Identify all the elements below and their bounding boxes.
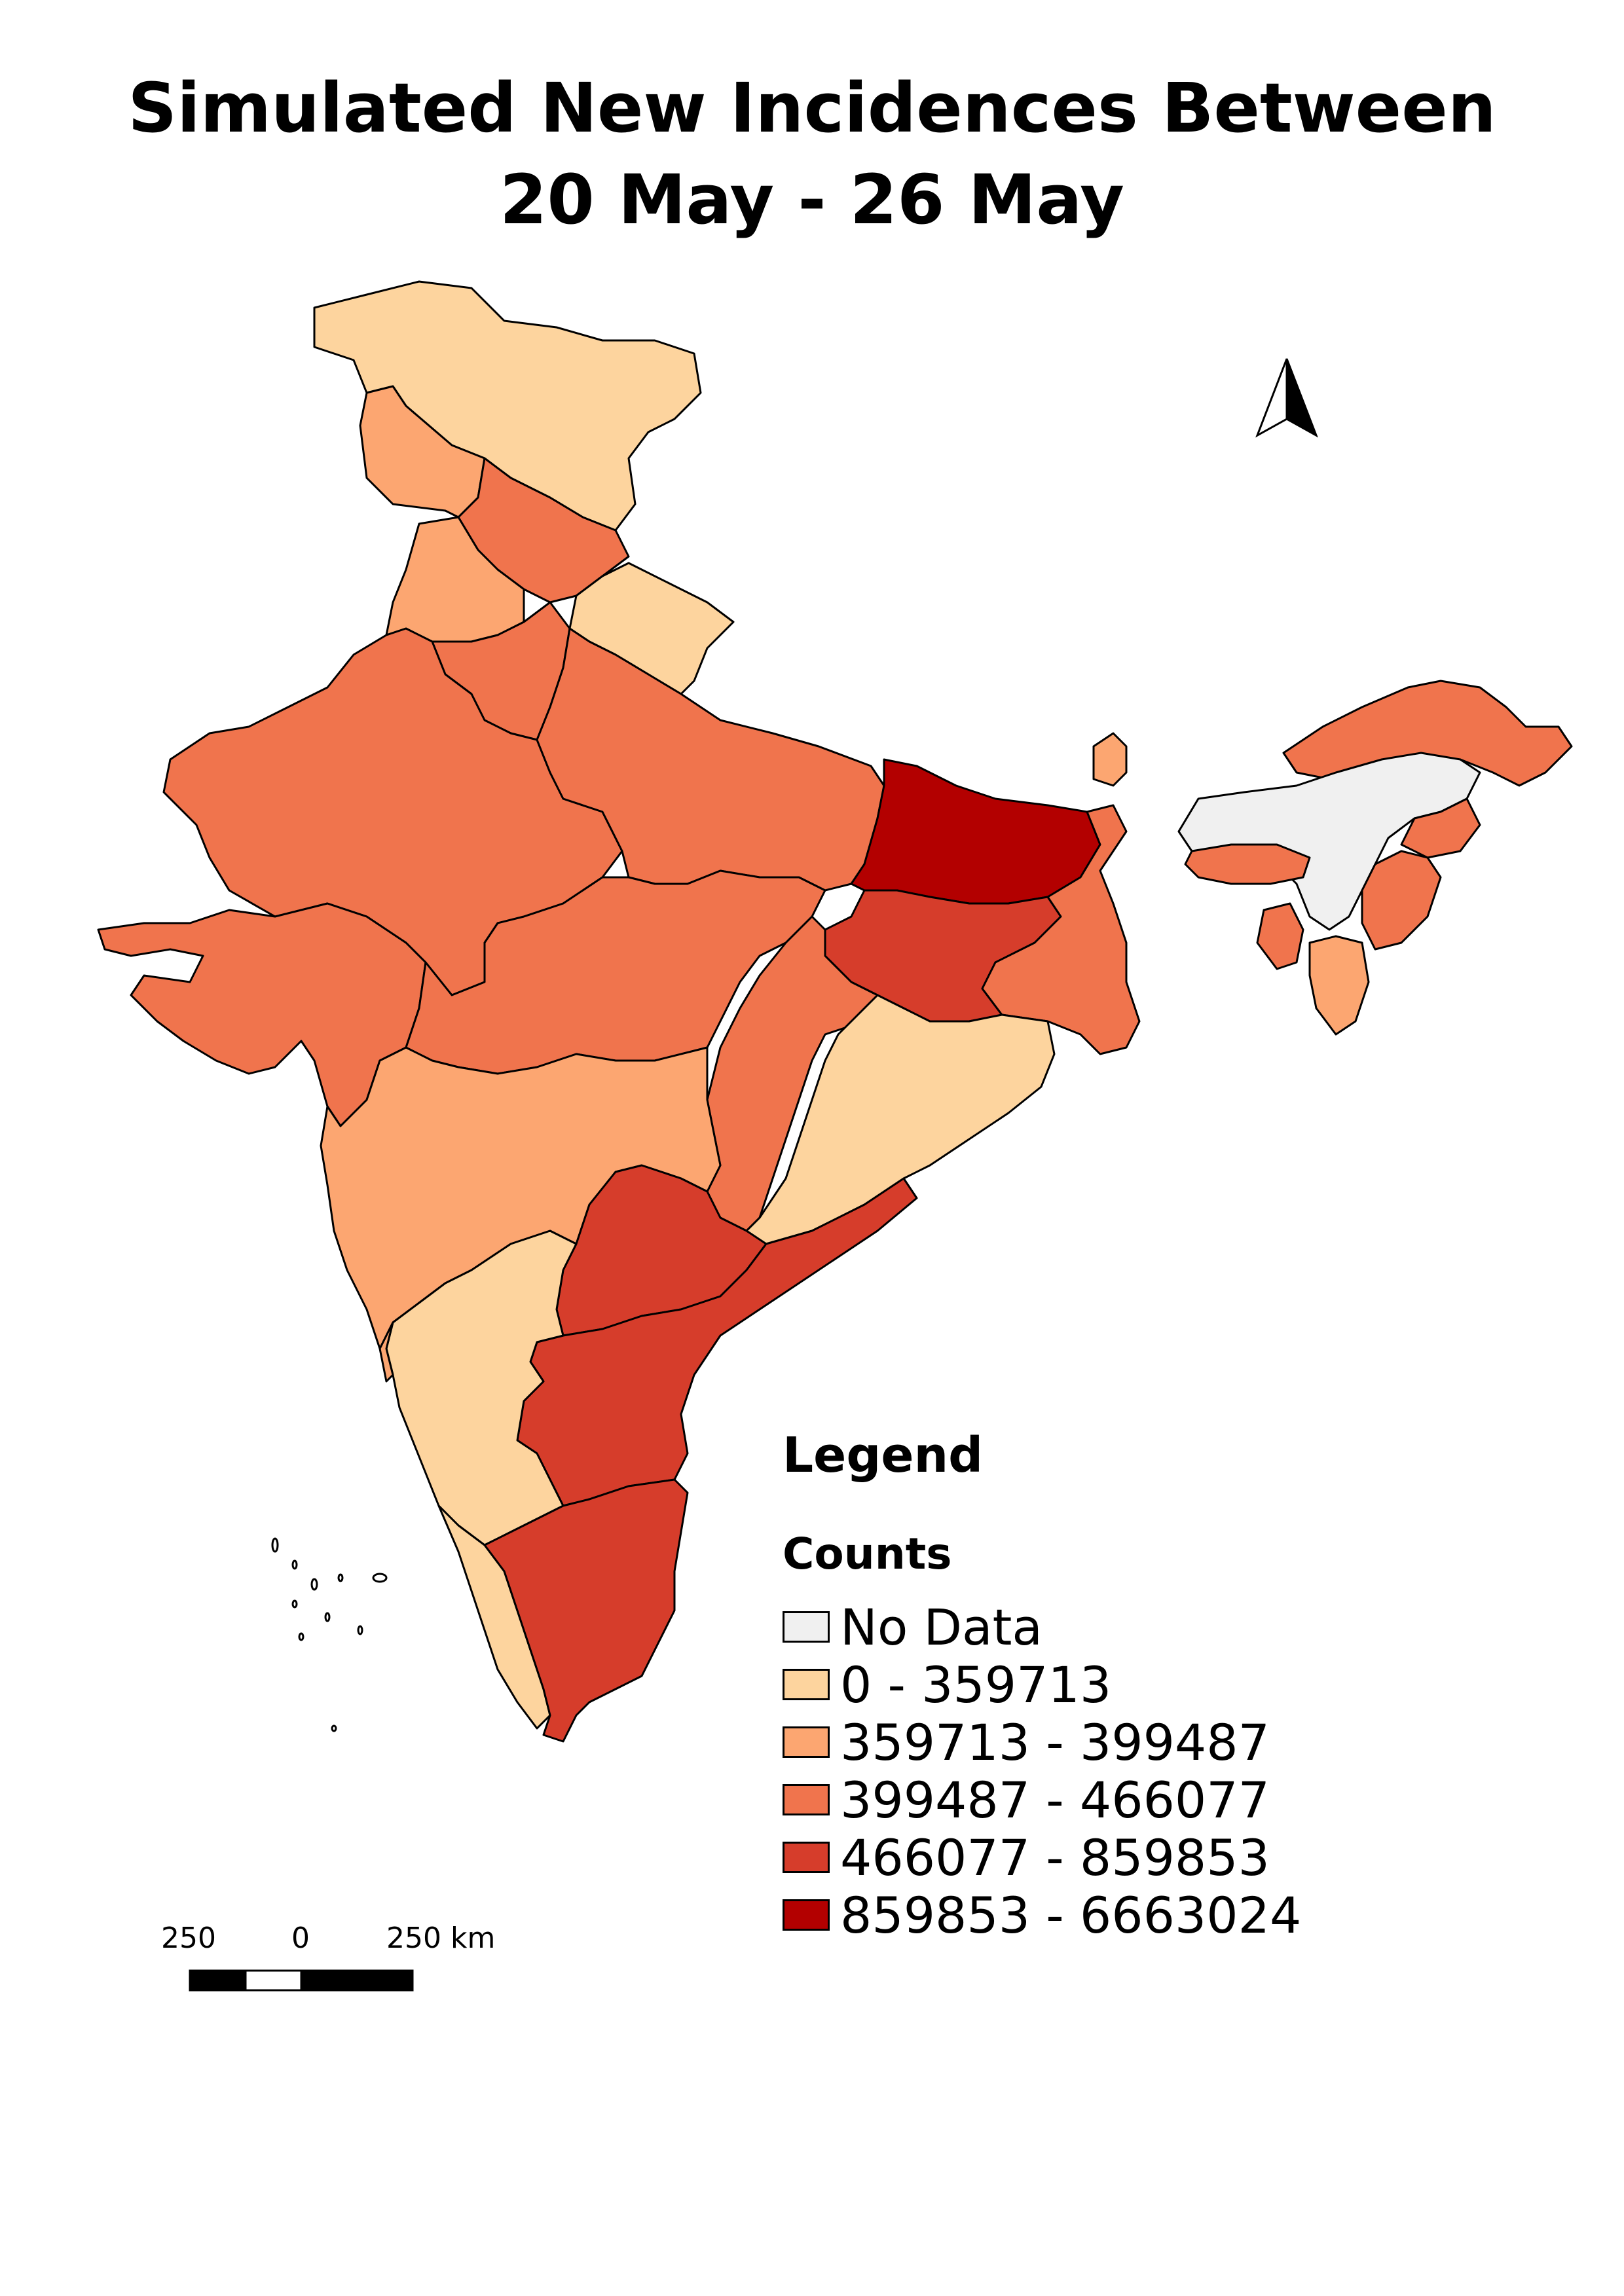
map-title-line2: 20 May - 26 May (500, 160, 1124, 240)
legend-swatch (783, 1899, 830, 1931)
legend-label: 859853 - 6663024 (840, 1886, 1302, 1944)
region-chhattisgarh (706, 915, 879, 1232)
scale-label-right: 250 km (386, 1922, 496, 1955)
region-bihar (850, 758, 1101, 905)
legend-swatch (783, 1784, 830, 1815)
region-gujarat (97, 902, 427, 1127)
legend-label: 399487 - 466077 (840, 1771, 1270, 1829)
scale-label-left: 250 (161, 1922, 216, 1955)
legend-swatch (783, 1726, 830, 1758)
region-west-bengal (981, 804, 1141, 1055)
map-title-line1: Simulated New Incidences Between (128, 68, 1496, 148)
legend-subtitle: Counts (783, 1529, 952, 1579)
legend-swatch (783, 1842, 830, 1873)
legend-label: 466077 - 859853 (840, 1829, 1270, 1887)
north-arrow-icon (1255, 358, 1318, 438)
region-tamil-nadu (483, 1478, 689, 1743)
legend-swatch (783, 1611, 830, 1643)
lakshadweep-islands (271, 1537, 388, 1732)
scale-label-zero: 0 (291, 1922, 310, 1955)
region-mizoram (1308, 935, 1370, 1036)
map-title: Simulated New Incidences Between 20 May … (0, 62, 1624, 246)
legend-label: 359713 - 399487 (840, 1713, 1270, 1772)
region-uttar-pradesh (536, 627, 885, 892)
region-tripura (1256, 902, 1304, 970)
region-karnataka (385, 1230, 578, 1546)
region-goa (378, 1321, 394, 1383)
legend-label: 0 - 359713 (840, 1656, 1112, 1714)
region-nagaland (1400, 797, 1481, 859)
legend-label: No Data (840, 1598, 1043, 1656)
region-manipur (1361, 850, 1442, 951)
legend-title: Legend (783, 1427, 984, 1484)
legend-swatch (783, 1669, 830, 1700)
region-meghalaya (1184, 843, 1311, 885)
scale-bar (189, 1969, 414, 1992)
region-sikkim (1092, 732, 1128, 787)
